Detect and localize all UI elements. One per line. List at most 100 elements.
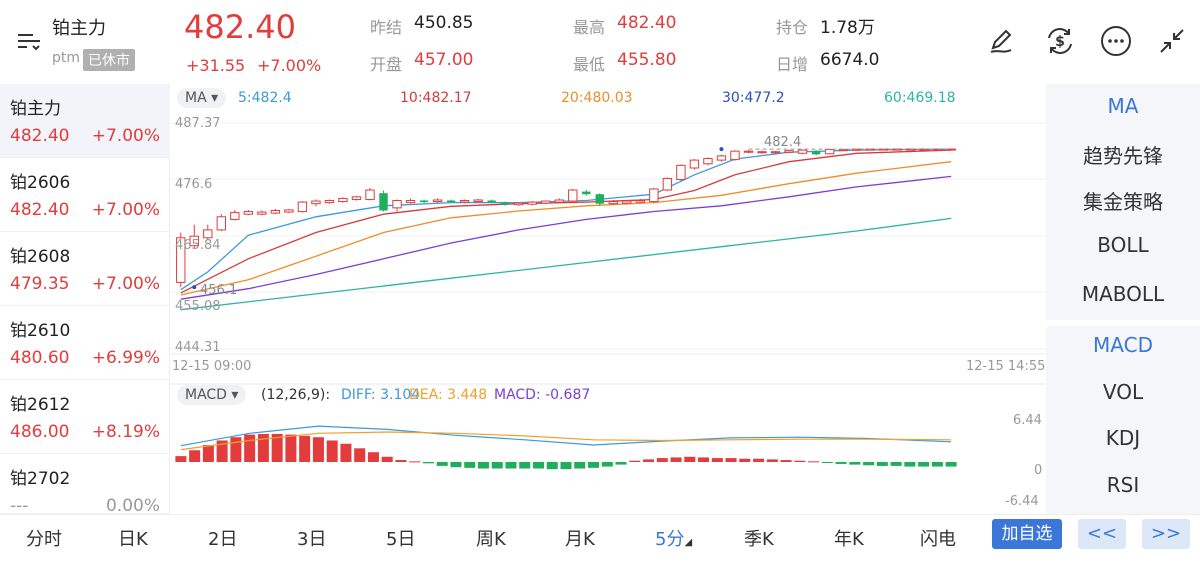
macd-histogram-bar: [436, 462, 448, 466]
macd-histogram-bar: [656, 458, 668, 462]
draw-icon[interactable]: [985, 24, 1019, 58]
macd-histogram-bar: [753, 458, 765, 462]
ma-line-ma5: [180, 148, 952, 291]
indicator-fund-strategy[interactable]: 集金策略: [1083, 190, 1163, 214]
macd-axis-label: 6.44: [1013, 413, 1042, 428]
contract-item-main[interactable]: 铂主力 482.40 +7.00%: [0, 84, 170, 158]
high-marker-label: 482.4: [764, 135, 802, 150]
candle-body-up: [216, 216, 227, 231]
collapse-icon[interactable]: [1155, 24, 1189, 58]
contract-name: 铂2702: [10, 469, 71, 489]
candle-body-down: [582, 191, 591, 195]
candle-body-up: [743, 150, 754, 153]
stat-open-interest-label: 持仓: [776, 18, 809, 37]
contract-item-2702[interactable]: 铂2702 --- 0.00%: [0, 454, 170, 516]
contract-item-2610[interactable]: 铂2610 480.60 +6.99%: [0, 306, 170, 380]
candle-body-up: [568, 189, 578, 202]
candle-body-up: [541, 200, 551, 204]
macd-histogram-bar: [670, 457, 682, 462]
candle-body-up: [351, 196, 362, 200]
candle-body-up: [257, 211, 267, 215]
macd-histogram-bar: [450, 462, 462, 468]
tab-2day[interactable]: 2日: [208, 529, 238, 550]
add-watchlist-button[interactable]: 加自选: [992, 519, 1062, 549]
indicator-ma[interactable]: MA: [1107, 94, 1139, 118]
indicator-maboll[interactable]: MABOLL: [1081, 282, 1165, 306]
menu-icon[interactable]: [14, 26, 44, 56]
candle-body-up: [270, 209, 281, 214]
contract-item-2612[interactable]: 铂2612 486.00 +8.19%: [0, 380, 170, 454]
macd-histogram-bar: [560, 462, 572, 470]
tab-weekly[interactable]: 周K: [476, 529, 506, 550]
macd-histogram-bar: [794, 460, 806, 462]
candle-body-down: [500, 202, 510, 205]
macd-indicator-dropdown[interactable]: MACD ▾: [177, 385, 247, 405]
tab-5day[interactable]: 5日: [386, 529, 416, 550]
contract-name: 铂2612: [10, 395, 71, 415]
tab-intraday[interactable]: 分时: [26, 529, 62, 550]
macd-histogram-bar: [918, 462, 930, 467]
price-change-pct: +7.00%: [257, 56, 322, 75]
contract-item-2608[interactable]: 铂2608 479.35 +7.00%: [0, 232, 170, 306]
macd-diff-legend: DIFF: 3.104: [341, 387, 421, 403]
macd-histogram-bar: [216, 440, 228, 462]
candle-body-down: [446, 200, 456, 203]
stat-open-value: 457.00: [414, 50, 474, 70]
high-marker-dot: [719, 147, 724, 152]
macd-histogram-bar: [340, 443, 352, 462]
candle-body-up: [324, 200, 335, 204]
macd-params: (12,26,9):: [261, 387, 331, 403]
indicator-boll[interactable]: BOLL: [1097, 233, 1149, 257]
contract-price: 480.60: [10, 348, 70, 368]
tab-monthly[interactable]: 月K: [565, 529, 595, 550]
macd-histogram-bar: [725, 458, 737, 462]
macd-histogram-bar: [175, 456, 187, 462]
candle-body-up: [527, 201, 537, 205]
time-axis-end: 12-15 14:55: [966, 359, 1046, 374]
contract-price: 482.40: [10, 126, 70, 146]
indicator-trend-pioneer[interactable]: 趋势先锋: [1083, 144, 1163, 168]
prev-button[interactable]: <<: [1078, 519, 1126, 549]
tab-daily[interactable]: 日K: [118, 529, 148, 550]
price-change: +31.55: [186, 56, 246, 75]
macd-histogram-bar: [312, 437, 324, 462]
indicator-vol[interactable]: VOL: [1102, 380, 1144, 404]
indicator-rsi[interactable]: RSI: [1106, 473, 1140, 497]
macd-histogram-bar: [367, 452, 379, 462]
candle-body-up: [459, 200, 470, 203]
candle-body-up: [716, 155, 727, 161]
stat-prev-settle-label: 昨结: [370, 18, 403, 37]
market-status-badge: 已休市: [83, 49, 135, 71]
candle-body-up: [622, 200, 632, 204]
macd-histogram-bar: [821, 462, 833, 463]
macd-histogram-bar: [326, 440, 338, 462]
macd-histogram-bar: [395, 460, 407, 462]
kline-chart[interactable]: [170, 84, 1046, 514]
macd-dea-line: [180, 431, 952, 451]
indicator-macd[interactable]: MACD: [1093, 333, 1153, 357]
macd-histogram-bar: [684, 456, 696, 462]
price-axis-label: 487.37: [175, 116, 221, 131]
macd-histogram-bar: [849, 462, 861, 465]
currency-exchange-icon[interactable]: $: [1043, 24, 1077, 58]
tab-3day[interactable]: 3日: [297, 529, 327, 550]
macd-histogram-bar: [643, 459, 655, 462]
ma10-legend: 10:482.17: [400, 90, 472, 106]
tab-flash[interactable]: 闪电: [920, 529, 956, 550]
tab-quarterly[interactable]: 季K: [744, 529, 774, 550]
ma60-legend: 60:469.18: [884, 90, 956, 106]
indicator-kdj[interactable]: KDJ: [1105, 426, 1141, 450]
macd-histogram-bar: [202, 445, 214, 462]
low-marker-label: 456.1: [200, 283, 238, 298]
candle-body-down: [811, 151, 821, 155]
contract-item-2606[interactable]: 铂2606 482.40 +7.00%: [0, 158, 170, 232]
tab-5min[interactable]: 5分◢: [655, 525, 692, 551]
more-icon[interactable]: [1099, 24, 1133, 58]
macd-histogram-bar: [876, 462, 888, 466]
tab-yearly[interactable]: 年K: [834, 529, 864, 550]
ma-indicator-dropdown[interactable]: MA ▾: [177, 88, 227, 108]
stat-high-value: 482.40: [617, 13, 677, 33]
stat-low-label: 最低: [573, 55, 606, 74]
next-button[interactable]: >>: [1142, 519, 1190, 549]
macd-histogram-bar: [477, 462, 489, 469]
